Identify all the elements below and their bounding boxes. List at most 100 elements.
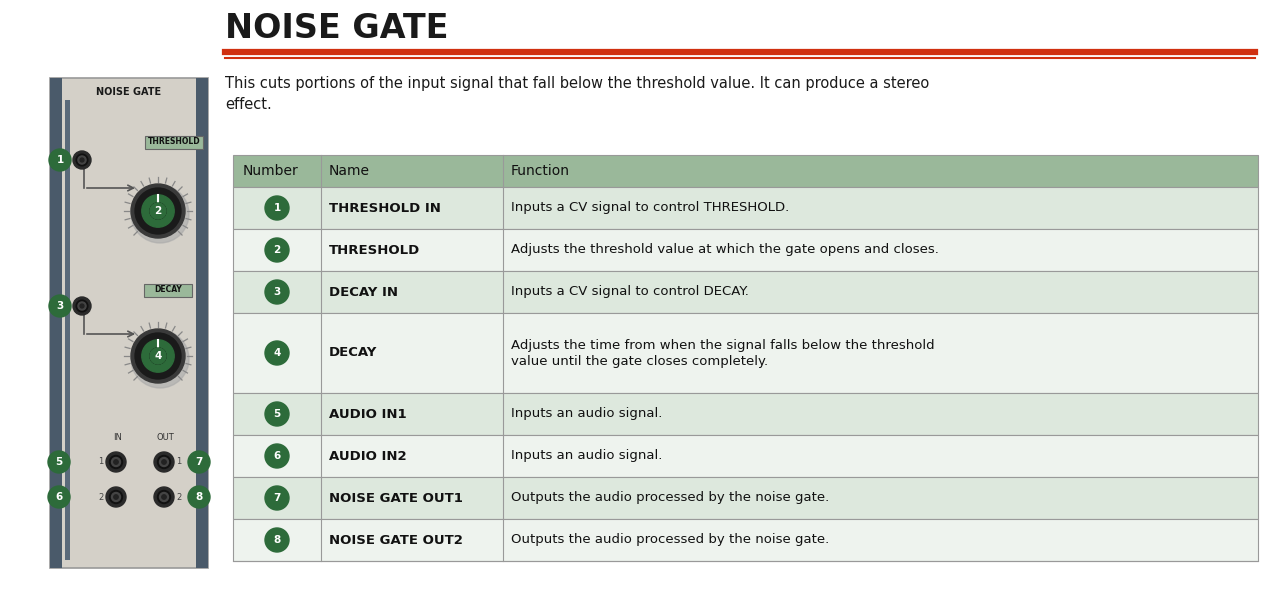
FancyBboxPatch shape (233, 187, 1258, 229)
Circle shape (142, 340, 174, 372)
Text: Inputs an audio signal.: Inputs an audio signal. (511, 450, 662, 463)
Text: 2: 2 (155, 206, 161, 216)
Circle shape (135, 333, 181, 379)
Circle shape (132, 330, 189, 388)
Text: NOISE GATE OUT1: NOISE GATE OUT1 (328, 492, 463, 504)
Text: Adjusts the time from when the signal falls below the threshold: Adjusts the time from when the signal fa… (511, 338, 934, 352)
Text: 2: 2 (273, 245, 281, 255)
FancyBboxPatch shape (50, 78, 208, 568)
Circle shape (132, 185, 189, 243)
Circle shape (142, 195, 174, 227)
Circle shape (157, 456, 170, 469)
Circle shape (188, 451, 210, 473)
Circle shape (265, 402, 289, 426)
Circle shape (265, 444, 289, 468)
Text: Inputs a CV signal to control DECAY.: Inputs a CV signal to control DECAY. (511, 285, 749, 299)
Circle shape (49, 451, 70, 473)
Text: THRESHOLD: THRESHOLD (328, 243, 420, 257)
Circle shape (111, 492, 120, 501)
FancyBboxPatch shape (233, 155, 1258, 187)
Circle shape (188, 486, 210, 508)
Circle shape (265, 341, 289, 365)
Circle shape (73, 151, 91, 169)
Text: effect.: effect. (225, 97, 272, 112)
Text: THRESHOLD: THRESHOLD (148, 138, 201, 147)
Text: IN: IN (114, 433, 123, 442)
FancyBboxPatch shape (196, 78, 208, 568)
Circle shape (81, 304, 84, 308)
Circle shape (150, 348, 166, 364)
Circle shape (49, 149, 72, 171)
Text: OUT: OUT (156, 433, 174, 442)
Text: Inputs a CV signal to control THRESHOLD.: Inputs a CV signal to control THRESHOLD. (511, 201, 790, 215)
Circle shape (265, 528, 289, 552)
FancyBboxPatch shape (144, 135, 203, 148)
Circle shape (162, 460, 166, 464)
Text: THRESHOLD IN: THRESHOLD IN (328, 201, 441, 215)
Circle shape (265, 238, 289, 262)
Text: NOISE GATE: NOISE GATE (225, 12, 449, 45)
Circle shape (160, 457, 169, 466)
Text: 8: 8 (196, 492, 203, 502)
Text: 7: 7 (196, 457, 203, 467)
Text: Number: Number (243, 164, 299, 178)
Text: 8: 8 (273, 535, 281, 545)
Circle shape (77, 154, 88, 166)
Text: DECAY: DECAY (328, 347, 377, 359)
Text: Outputs the audio processed by the noise gate.: Outputs the audio processed by the noise… (511, 534, 829, 546)
Circle shape (265, 280, 289, 304)
Circle shape (155, 487, 174, 507)
Circle shape (78, 156, 86, 164)
Text: DECAY: DECAY (155, 285, 181, 294)
Circle shape (157, 490, 170, 504)
FancyBboxPatch shape (233, 435, 1258, 477)
Circle shape (265, 196, 289, 220)
Text: 7: 7 (273, 493, 281, 503)
FancyBboxPatch shape (233, 271, 1258, 313)
Text: 1: 1 (56, 155, 64, 165)
Circle shape (110, 456, 123, 469)
FancyBboxPatch shape (50, 78, 63, 568)
Text: NOISE GATE OUT2: NOISE GATE OUT2 (328, 534, 463, 546)
Circle shape (114, 460, 118, 464)
Circle shape (150, 203, 166, 219)
FancyBboxPatch shape (65, 100, 70, 560)
Text: Outputs the audio processed by the noise gate.: Outputs the audio processed by the noise… (511, 492, 829, 504)
Text: Function: Function (511, 164, 570, 178)
Circle shape (150, 348, 166, 364)
Text: 2: 2 (98, 492, 104, 501)
FancyBboxPatch shape (233, 477, 1258, 519)
Text: 1: 1 (176, 457, 181, 466)
Circle shape (106, 452, 127, 472)
Circle shape (132, 184, 185, 238)
Circle shape (77, 300, 88, 312)
Text: This cuts portions of the input signal that fall below the threshold value. It c: This cuts portions of the input signal t… (225, 76, 929, 91)
Text: AUDIO IN2: AUDIO IN2 (328, 450, 406, 463)
Circle shape (49, 486, 70, 508)
Text: 1: 1 (273, 203, 281, 213)
Circle shape (73, 297, 91, 315)
Text: 4: 4 (273, 348, 281, 358)
Circle shape (111, 457, 120, 466)
Circle shape (78, 302, 86, 310)
Circle shape (106, 487, 127, 507)
Circle shape (132, 329, 185, 383)
FancyBboxPatch shape (233, 313, 1258, 393)
Text: 3: 3 (273, 287, 281, 297)
Circle shape (150, 203, 166, 219)
Text: 5: 5 (55, 457, 63, 467)
Circle shape (162, 495, 166, 499)
Text: 5: 5 (273, 409, 281, 419)
Text: 6: 6 (273, 451, 281, 461)
FancyBboxPatch shape (233, 229, 1258, 271)
FancyBboxPatch shape (233, 519, 1258, 561)
FancyBboxPatch shape (144, 284, 192, 296)
Circle shape (265, 486, 289, 510)
Text: value until the gate closes completely.: value until the gate closes completely. (511, 355, 768, 367)
Circle shape (155, 452, 174, 472)
Text: 1: 1 (98, 457, 104, 466)
Text: NOISE GATE: NOISE GATE (96, 87, 161, 97)
Circle shape (135, 188, 181, 234)
Text: AUDIO IN1: AUDIO IN1 (328, 407, 406, 421)
FancyBboxPatch shape (233, 393, 1258, 435)
